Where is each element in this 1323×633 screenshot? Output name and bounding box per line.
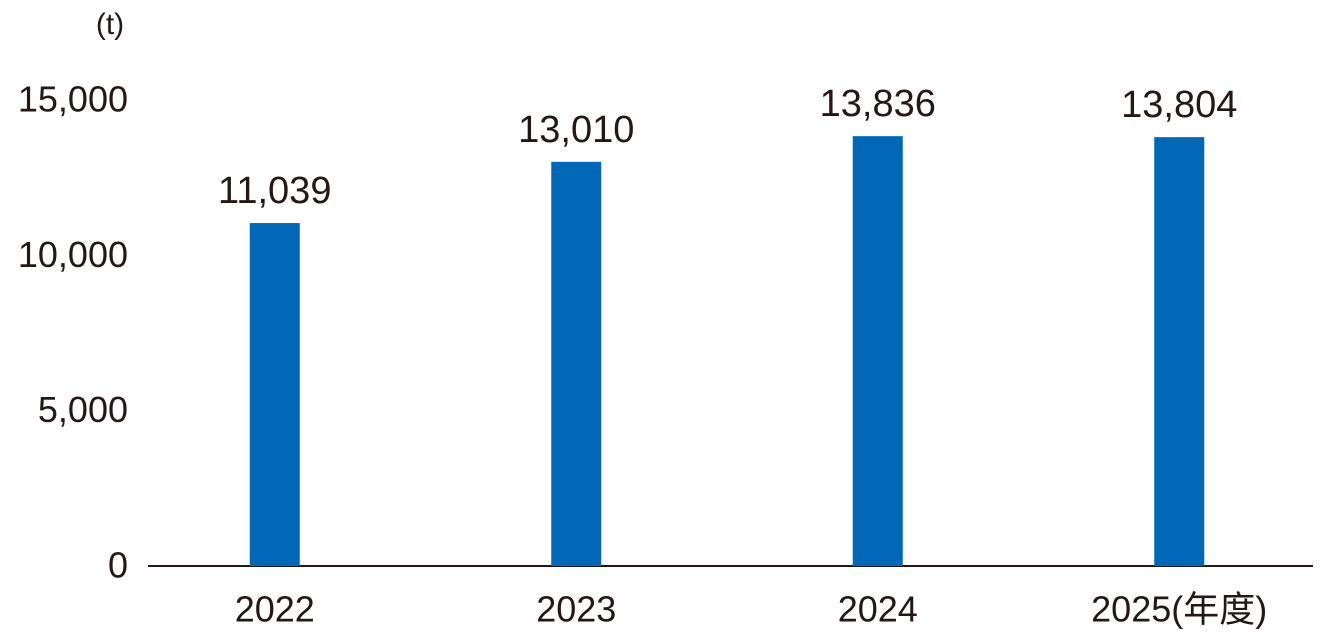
y-axis-unit: (t) bbox=[96, 8, 124, 41]
x-tick-label: 2024 bbox=[838, 589, 918, 630]
x-tick-label: 2025 bbox=[1091, 589, 1171, 630]
y-tick-label: 10,000 bbox=[18, 234, 128, 275]
y-tick-label: 5,000 bbox=[38, 389, 128, 430]
bar bbox=[1154, 137, 1205, 566]
bar bbox=[551, 161, 602, 566]
value-label: 13,010 bbox=[518, 109, 634, 151]
value-label: 13,804 bbox=[1121, 84, 1237, 126]
y-tick-label: 0 bbox=[108, 545, 128, 586]
value-label: 11,039 bbox=[218, 170, 331, 212]
x-tick-label: 2022 bbox=[235, 589, 315, 630]
x-axis-label: (年度) bbox=[1171, 589, 1267, 630]
bar bbox=[249, 223, 300, 567]
x-tick-label: 2023 bbox=[536, 589, 616, 630]
value-label: 13,836 bbox=[820, 83, 936, 125]
y-tick-label: 15,000 bbox=[18, 79, 128, 120]
bar bbox=[852, 136, 903, 566]
